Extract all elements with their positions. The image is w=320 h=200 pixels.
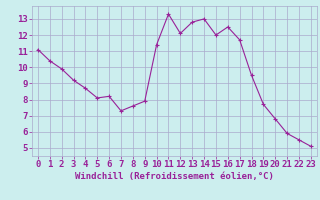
- X-axis label: Windchill (Refroidissement éolien,°C): Windchill (Refroidissement éolien,°C): [75, 172, 274, 181]
